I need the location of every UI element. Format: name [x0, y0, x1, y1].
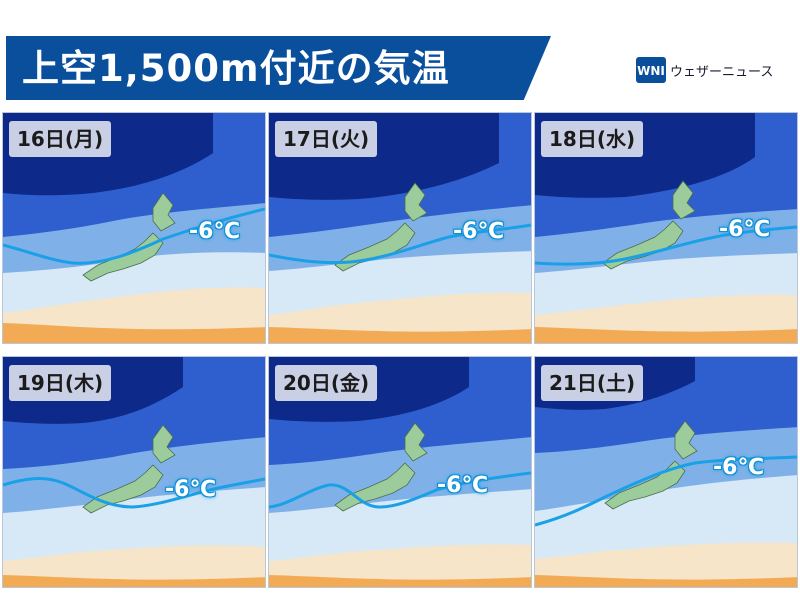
- svg-text:WNI: WNI: [637, 64, 665, 78]
- isotherm-label: -6℃: [437, 473, 489, 498]
- map-panel: 19日(木) -6℃: [2, 356, 266, 588]
- brand: WNI ウェザーニュース: [636, 56, 773, 84]
- map-grid: 16日(月) -6℃ 17日(火) -6℃: [0, 112, 800, 600]
- day-label: 17日(火): [275, 121, 378, 157]
- map-panel: 20日(金) -6℃: [268, 356, 532, 588]
- isotherm-label: -6℃: [713, 455, 765, 480]
- day-label: 16日(月): [9, 121, 112, 157]
- map-panel: 18日(水) -6℃: [534, 112, 798, 344]
- day-label: 18日(水): [541, 121, 644, 157]
- page-title: 上空1,500m付近の気温: [22, 47, 450, 90]
- map-panel: 16日(月) -6℃: [2, 112, 266, 344]
- title-banner: [6, 36, 551, 100]
- wni-logo-icon: WNI: [636, 57, 666, 83]
- day-label: 20日(金): [275, 365, 378, 401]
- temperature-map: [269, 357, 531, 587]
- day-label: 21日(土): [541, 365, 644, 401]
- temperature-map: [269, 113, 531, 343]
- day-label: 19日(木): [9, 365, 112, 401]
- header: 上空1,500m付近の気温 WNI ウェザーニュース: [0, 0, 800, 108]
- brand-name: ウェザーニュース: [670, 64, 774, 80]
- map-panel: 17日(火) -6℃: [268, 112, 532, 344]
- map-panel: 21日(土) -6℃: [534, 356, 798, 588]
- isotherm-label: -6℃: [453, 219, 505, 244]
- isotherm-label: -6℃: [719, 217, 771, 242]
- isotherm-label: -6℃: [165, 477, 217, 502]
- isotherm-label: -6℃: [189, 219, 241, 244]
